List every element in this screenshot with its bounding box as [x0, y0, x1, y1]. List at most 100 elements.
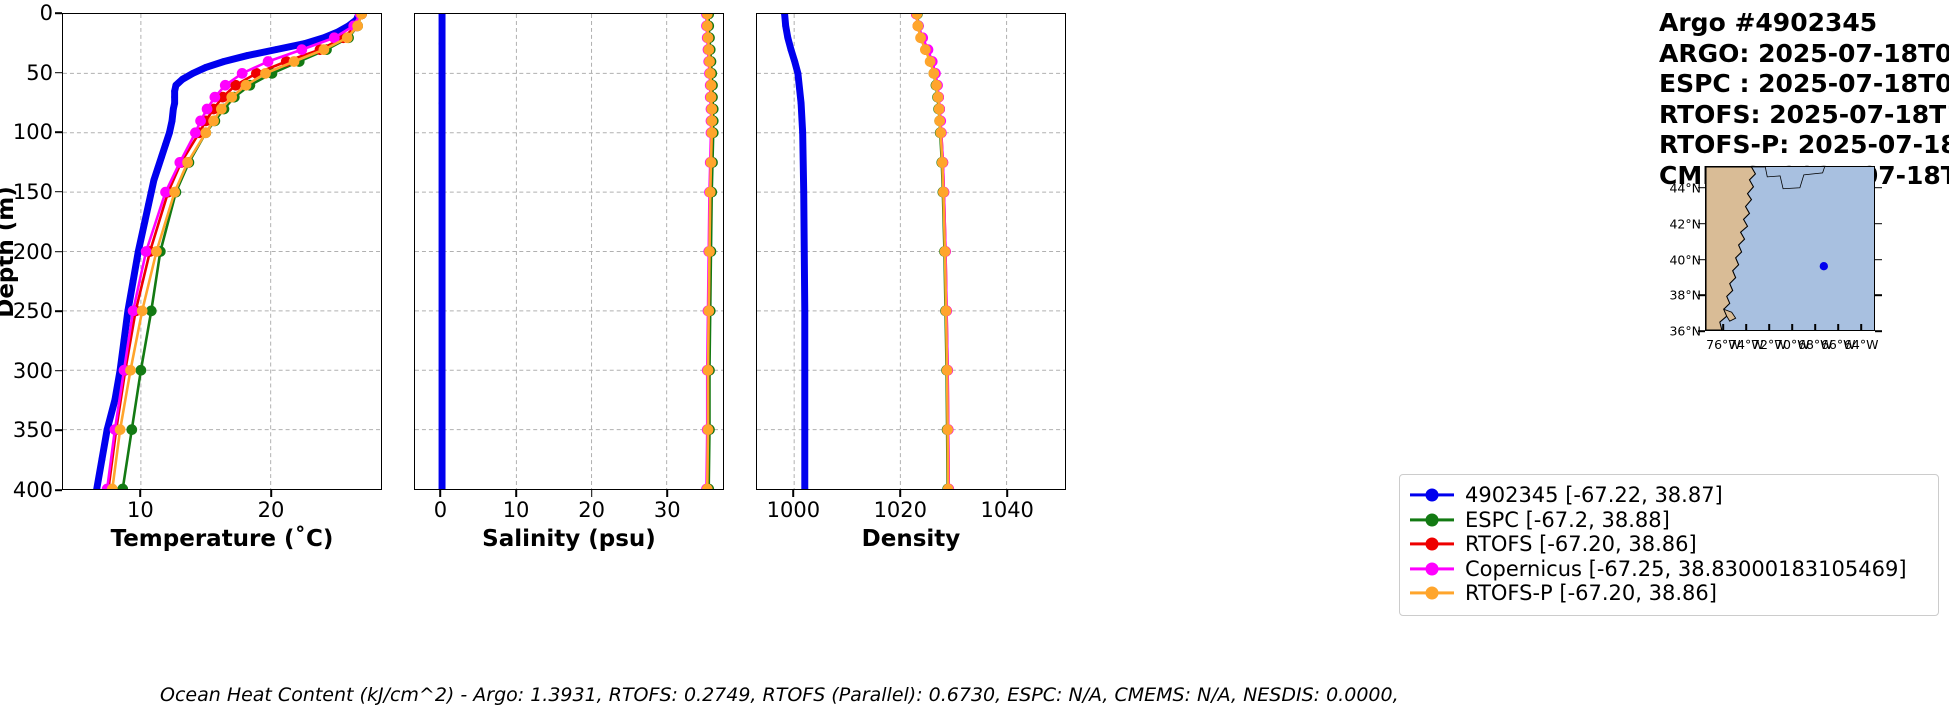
x-tick-label: 1040	[980, 498, 1034, 522]
series-marker	[182, 157, 193, 168]
map-lon-label: 76°W	[1706, 337, 1741, 352]
series-marker	[230, 79, 241, 91]
series-marker	[941, 364, 953, 376]
map-lat-mark-right	[1875, 186, 1882, 189]
legend-row-3[interactable]: Copernicus [-67.25, 38.83000183105469]	[1410, 557, 1928, 582]
series-marker	[438, 99, 446, 107]
series-marker	[127, 305, 139, 317]
series-marker	[145, 305, 157, 317]
map-lon-mark	[1791, 324, 1794, 331]
density-panel: 1000 1020 1040 Density	[756, 13, 1066, 552]
series-marker	[147, 188, 155, 196]
ocean-heat-content-caption: Ocean Heat Content (kJ/cm^2) - Argo: 1.3…	[160, 684, 1399, 706]
series-marker	[220, 58, 228, 65]
series-marker	[240, 79, 252, 91]
legend-row-2[interactable]: RTOFS [-67.20, 38.86]	[1410, 532, 1928, 557]
legend-row-0[interactable]: 4902345 [-67.22, 38.87]	[1410, 483, 1928, 508]
depth-tick-label: 350	[12, 418, 53, 443]
series-marker	[145, 200, 153, 208]
series-marker	[801, 426, 809, 434]
info-line-2: ESPC : 2025-07-18T09:00Z	[1659, 69, 1949, 98]
series-marker	[200, 127, 212, 139]
temperature-plot-canvas	[63, 14, 381, 489]
series-marker	[915, 32, 926, 44]
series-marker	[226, 91, 238, 103]
series-marker	[438, 14, 446, 18]
series-marker	[243, 52, 251, 59]
map-lat-mark	[1698, 222, 1705, 225]
legend-row-4[interactable]: RTOFS-P [-67.20, 38.86]	[1410, 581, 1928, 606]
series-marker	[129, 277, 137, 285]
series-marker	[320, 34, 328, 42]
series-marker	[93, 485, 101, 489]
series-marker	[911, 14, 923, 20]
series-marker	[166, 129, 173, 137]
series-marker	[703, 44, 715, 56]
map-lat-mark-right	[1875, 222, 1882, 225]
x-tick-mark	[792, 490, 795, 497]
series-marker	[190, 127, 201, 139]
series-marker	[704, 186, 716, 198]
series-marker	[169, 186, 180, 198]
series-marker	[801, 307, 809, 315]
temperature-plot-frame	[62, 13, 382, 490]
depth-tick-label: 0	[39, 1, 53, 25]
map-lon-mark	[1837, 324, 1840, 331]
series-marker	[702, 424, 714, 436]
map-lon-mark	[1745, 324, 1748, 331]
series-marker	[787, 46, 795, 54]
map-lon-mark	[1860, 324, 1862, 331]
legend-marker-icon	[1410, 558, 1454, 580]
series-marker	[438, 69, 446, 77]
series-marker	[125, 364, 136, 376]
map-lat-label: 40°N	[1669, 252, 1701, 267]
legend-marker-icon	[1410, 533, 1454, 555]
series-marker	[288, 56, 300, 67]
x-tick-mark	[590, 490, 593, 497]
series-marker	[208, 115, 219, 127]
series-marker	[936, 157, 948, 168]
depth-tick-mark	[55, 71, 62, 74]
series-marker	[801, 366, 809, 374]
depth-tick-label: 200	[12, 239, 53, 264]
series-marker	[341, 32, 353, 44]
series-marker	[195, 115, 206, 127]
info-line-4: RTOFS-P: 2025-07-18T12:00Z	[1659, 130, 1949, 159]
series-marker	[151, 246, 162, 257]
map-lat-mark	[1698, 258, 1705, 261]
argo-position-marker	[1819, 262, 1828, 271]
depth-tick-mark	[55, 489, 62, 491]
series-marker	[705, 91, 717, 103]
map-lat-label: 36°N	[1669, 323, 1701, 339]
map-frame	[1705, 166, 1875, 331]
series-marker	[704, 246, 715, 257]
legend-row-1[interactable]: ESPC [-67.2, 38.88]	[1410, 508, 1928, 533]
series-marker	[169, 105, 177, 113]
depth-tick-mark	[55, 131, 62, 134]
series-marker	[209, 91, 221, 103]
depth-tick-mark	[55, 191, 62, 193]
map-lat-mark	[1698, 294, 1705, 297]
map-lat-label: 44°N	[1669, 180, 1701, 196]
depth-tick-mark	[55, 12, 62, 14]
map-lat-label: 38°N	[1669, 287, 1701, 303]
series-marker	[801, 485, 809, 489]
series-marker	[162, 141, 169, 149]
series-marker	[701, 483, 713, 489]
series-marker	[318, 44, 330, 56]
series-marker	[939, 246, 951, 257]
x-tick-label: 10	[502, 498, 530, 522]
series-marker	[158, 153, 166, 160]
density-plot-frame	[756, 13, 1066, 490]
series-marker	[140, 246, 152, 257]
series-marker	[171, 93, 179, 101]
depth-tick-label: 150	[12, 179, 53, 204]
series-marker	[797, 99, 805, 107]
series-marker	[704, 56, 715, 67]
map-lon-label: 74°W	[1729, 337, 1764, 352]
series-marker	[705, 157, 717, 168]
x-tick-label: 1020	[873, 498, 928, 522]
map-lon-label: 72°W	[1752, 337, 1787, 352]
series-marker	[217, 91, 229, 103]
